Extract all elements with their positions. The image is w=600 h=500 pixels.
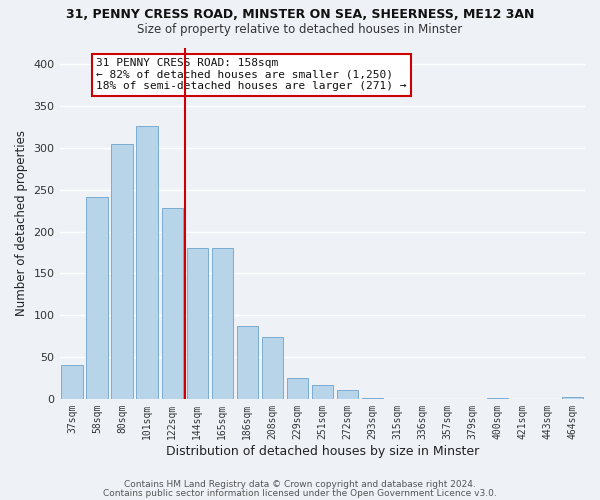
Bar [562,397,583,399]
Bar [61,366,83,399]
Bar [161,208,183,399]
Bar [362,398,383,399]
X-axis label: Distribution of detached houses by size in Minster: Distribution of detached houses by size … [166,444,479,458]
Text: Contains HM Land Registry data © Crown copyright and database right 2024.: Contains HM Land Registry data © Crown c… [124,480,476,489]
Bar [262,337,283,399]
Bar [311,384,333,399]
Bar [236,326,258,399]
Text: Contains public sector information licensed under the Open Government Licence v3: Contains public sector information licen… [103,488,497,498]
Text: 31 PENNY CRESS ROAD: 158sqm
← 82% of detached houses are smaller (1,250)
18% of : 31 PENNY CRESS ROAD: 158sqm ← 82% of det… [97,58,407,91]
Bar [287,378,308,399]
Bar [136,126,158,399]
Bar [86,197,108,399]
Bar [187,248,208,399]
Text: Size of property relative to detached houses in Minster: Size of property relative to detached ho… [137,22,463,36]
Bar [337,390,358,399]
Bar [212,248,233,399]
Bar [112,144,133,399]
Text: 31, PENNY CRESS ROAD, MINSTER ON SEA, SHEERNESS, ME12 3AN: 31, PENNY CRESS ROAD, MINSTER ON SEA, SH… [66,8,534,20]
Y-axis label: Number of detached properties: Number of detached properties [15,130,28,316]
Bar [487,398,508,399]
